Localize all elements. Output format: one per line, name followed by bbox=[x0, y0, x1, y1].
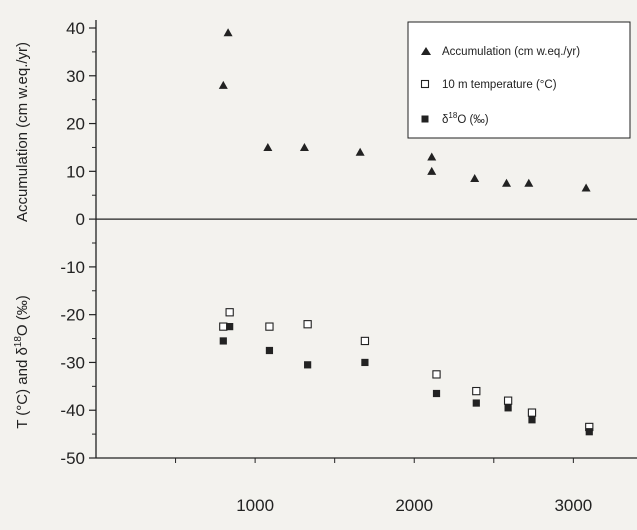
d18o-point bbox=[472, 399, 480, 407]
accumulation-point bbox=[299, 142, 309, 151]
temperature-point bbox=[265, 322, 274, 331]
y-tick-label: -50 bbox=[60, 449, 85, 468]
accumulation-point bbox=[581, 183, 591, 192]
legend-marker-d18o bbox=[421, 115, 429, 123]
temperature-point bbox=[503, 396, 513, 405]
d18o-point bbox=[528, 416, 536, 424]
legend-label-accumulation: Accumulation (cm w.eq./yr) bbox=[442, 46, 580, 58]
d18o-point bbox=[226, 323, 234, 331]
legend-label-d18o: δ18O (‰) bbox=[442, 111, 489, 126]
temperature-point bbox=[303, 320, 312, 329]
d18o-point bbox=[304, 361, 312, 369]
y-tick-label: -10 bbox=[60, 258, 85, 277]
d18o-point bbox=[504, 404, 512, 412]
temperature-point bbox=[225, 308, 234, 317]
d18o-point bbox=[585, 428, 593, 436]
d18o-point bbox=[219, 337, 227, 345]
y-tick-label: 20 bbox=[66, 115, 85, 134]
temperature-point bbox=[472, 386, 481, 396]
y-axis-label-bottom: T (°C) and δ18O (‰) bbox=[13, 295, 31, 429]
x-tick-label: 2000 bbox=[395, 496, 433, 515]
axes bbox=[95, 20, 637, 459]
temperature-point bbox=[219, 322, 228, 331]
accumulation-point bbox=[218, 80, 228, 89]
accumulation-point bbox=[263, 142, 273, 151]
y-tick-label: 40 bbox=[66, 19, 85, 38]
x-axis-ticks: 1000 2000 3000 bbox=[175, 458, 592, 515]
y-tick-label: -40 bbox=[60, 401, 85, 420]
temperature-point bbox=[527, 408, 537, 417]
legend-label-temperature: 10 m temperature (°C) bbox=[442, 79, 557, 91]
y-axis-ticks: -50 -40 -30 -20 -10 0 10 20 30 40 bbox=[60, 19, 96, 468]
y-tick-label: -30 bbox=[60, 353, 85, 372]
accumulation-point bbox=[470, 174, 480, 182]
legend-marker-accumulation bbox=[421, 47, 431, 55]
accumulation-point bbox=[524, 178, 534, 187]
y-axis-label-top: Accumulation (cm w.eq./yr) bbox=[14, 42, 31, 222]
temperature-point bbox=[360, 336, 370, 346]
d18o-point bbox=[432, 389, 441, 398]
accumulation-point bbox=[355, 147, 365, 156]
d18o-point bbox=[265, 346, 274, 355]
x-tick-label: 3000 bbox=[554, 496, 592, 515]
data-points bbox=[218, 28, 594, 436]
legend: Accumulation (cm w.eq./yr) 10 m temperat… bbox=[407, 21, 631, 139]
legend-box bbox=[407, 21, 631, 139]
temperature-point bbox=[432, 370, 441, 379]
y-tick-label: 0 bbox=[76, 210, 85, 229]
x-tick-label: 1000 bbox=[236, 496, 274, 515]
accumulation-point bbox=[502, 178, 512, 187]
d18o-point bbox=[361, 358, 369, 367]
accumulation-point bbox=[223, 28, 233, 37]
legend-marker-temperature bbox=[420, 79, 430, 89]
y-tick-label: 30 bbox=[66, 67, 85, 86]
y-tick-label: -20 bbox=[60, 306, 85, 325]
accumulation-point bbox=[427, 152, 437, 161]
y-tick-label: 10 bbox=[66, 162, 85, 181]
accumulation-point bbox=[427, 166, 437, 175]
